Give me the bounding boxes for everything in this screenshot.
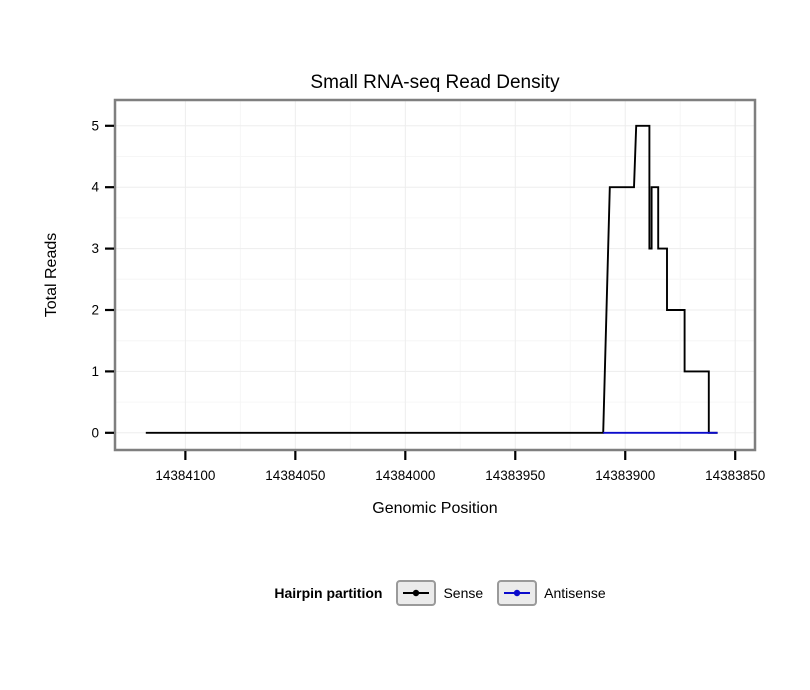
- x-tick-label: 14383950: [485, 468, 545, 483]
- x-tick-label: 14384100: [155, 468, 215, 483]
- legend-entry-antisense: Antisense: [497, 580, 606, 606]
- y-tick-label: 1: [91, 364, 99, 379]
- legend-entry-sense: Sense: [396, 580, 483, 606]
- y-tick-label: 3: [91, 241, 99, 256]
- panel-background: [115, 100, 755, 450]
- legend: Hairpin partition Sense Antisense: [115, 580, 765, 606]
- x-tick-label: 14384000: [375, 468, 435, 483]
- series-sense: [145, 124, 718, 434]
- chart-title: Small RNA-seq Read Density: [310, 72, 560, 93]
- y-tick-label: 5: [91, 118, 99, 133]
- y-tick-label: 4: [91, 180, 99, 195]
- legend-title: Hairpin partition: [274, 585, 383, 601]
- legend-label-antisense: Antisense: [544, 585, 606, 601]
- legend-key-sense-icon: [396, 580, 437, 606]
- y-tick-label: 0: [91, 425, 99, 440]
- plot-area: 14384100 14384050 14384000 14383950 14383900…: [91, 98, 765, 483]
- y-tick-label: 2: [91, 303, 99, 318]
- x-tick-label: 14383900: [595, 468, 655, 483]
- legend-label-sense: Sense: [443, 585, 484, 601]
- x-tick-label: 14384050: [265, 468, 325, 483]
- x-axis-label: Genomic Position: [372, 500, 498, 517]
- x-tick-label: 14383850: [705, 468, 765, 483]
- legend-key-antisense-icon: [497, 580, 538, 606]
- panel-border: [113, 98, 757, 452]
